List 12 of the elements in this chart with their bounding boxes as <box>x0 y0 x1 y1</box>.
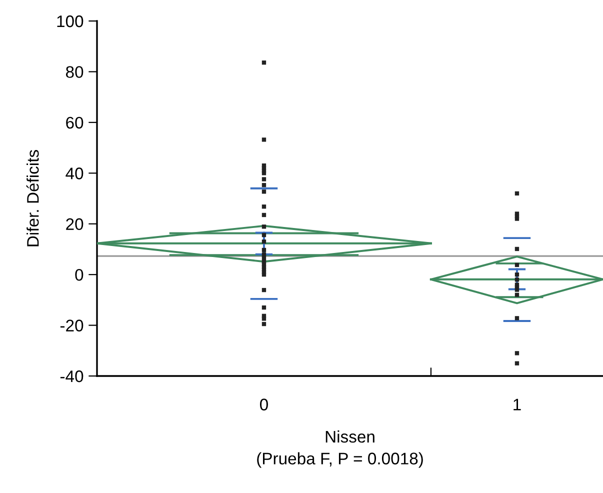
y-axis-title: Difer. Déficits <box>26 150 39 246</box>
y-tick-label: 20 <box>66 218 84 230</box>
y-tick-label: 60 <box>66 116 84 129</box>
y-tick-label: -20 <box>60 320 84 332</box>
y-tick-label: 100 <box>57 15 84 28</box>
y-tick-label: 80 <box>66 66 84 78</box>
text: (Prueba F, P = 0.0018) <box>257 452 423 468</box>
x-axis-title: Nissen <box>326 430 374 443</box>
y-tick-label: 40 <box>66 168 84 180</box>
y-tick-label: 0 <box>75 268 84 281</box>
x-tick-label: 1 <box>514 398 521 410</box>
y-tick-label: -40 <box>60 370 84 382</box>
